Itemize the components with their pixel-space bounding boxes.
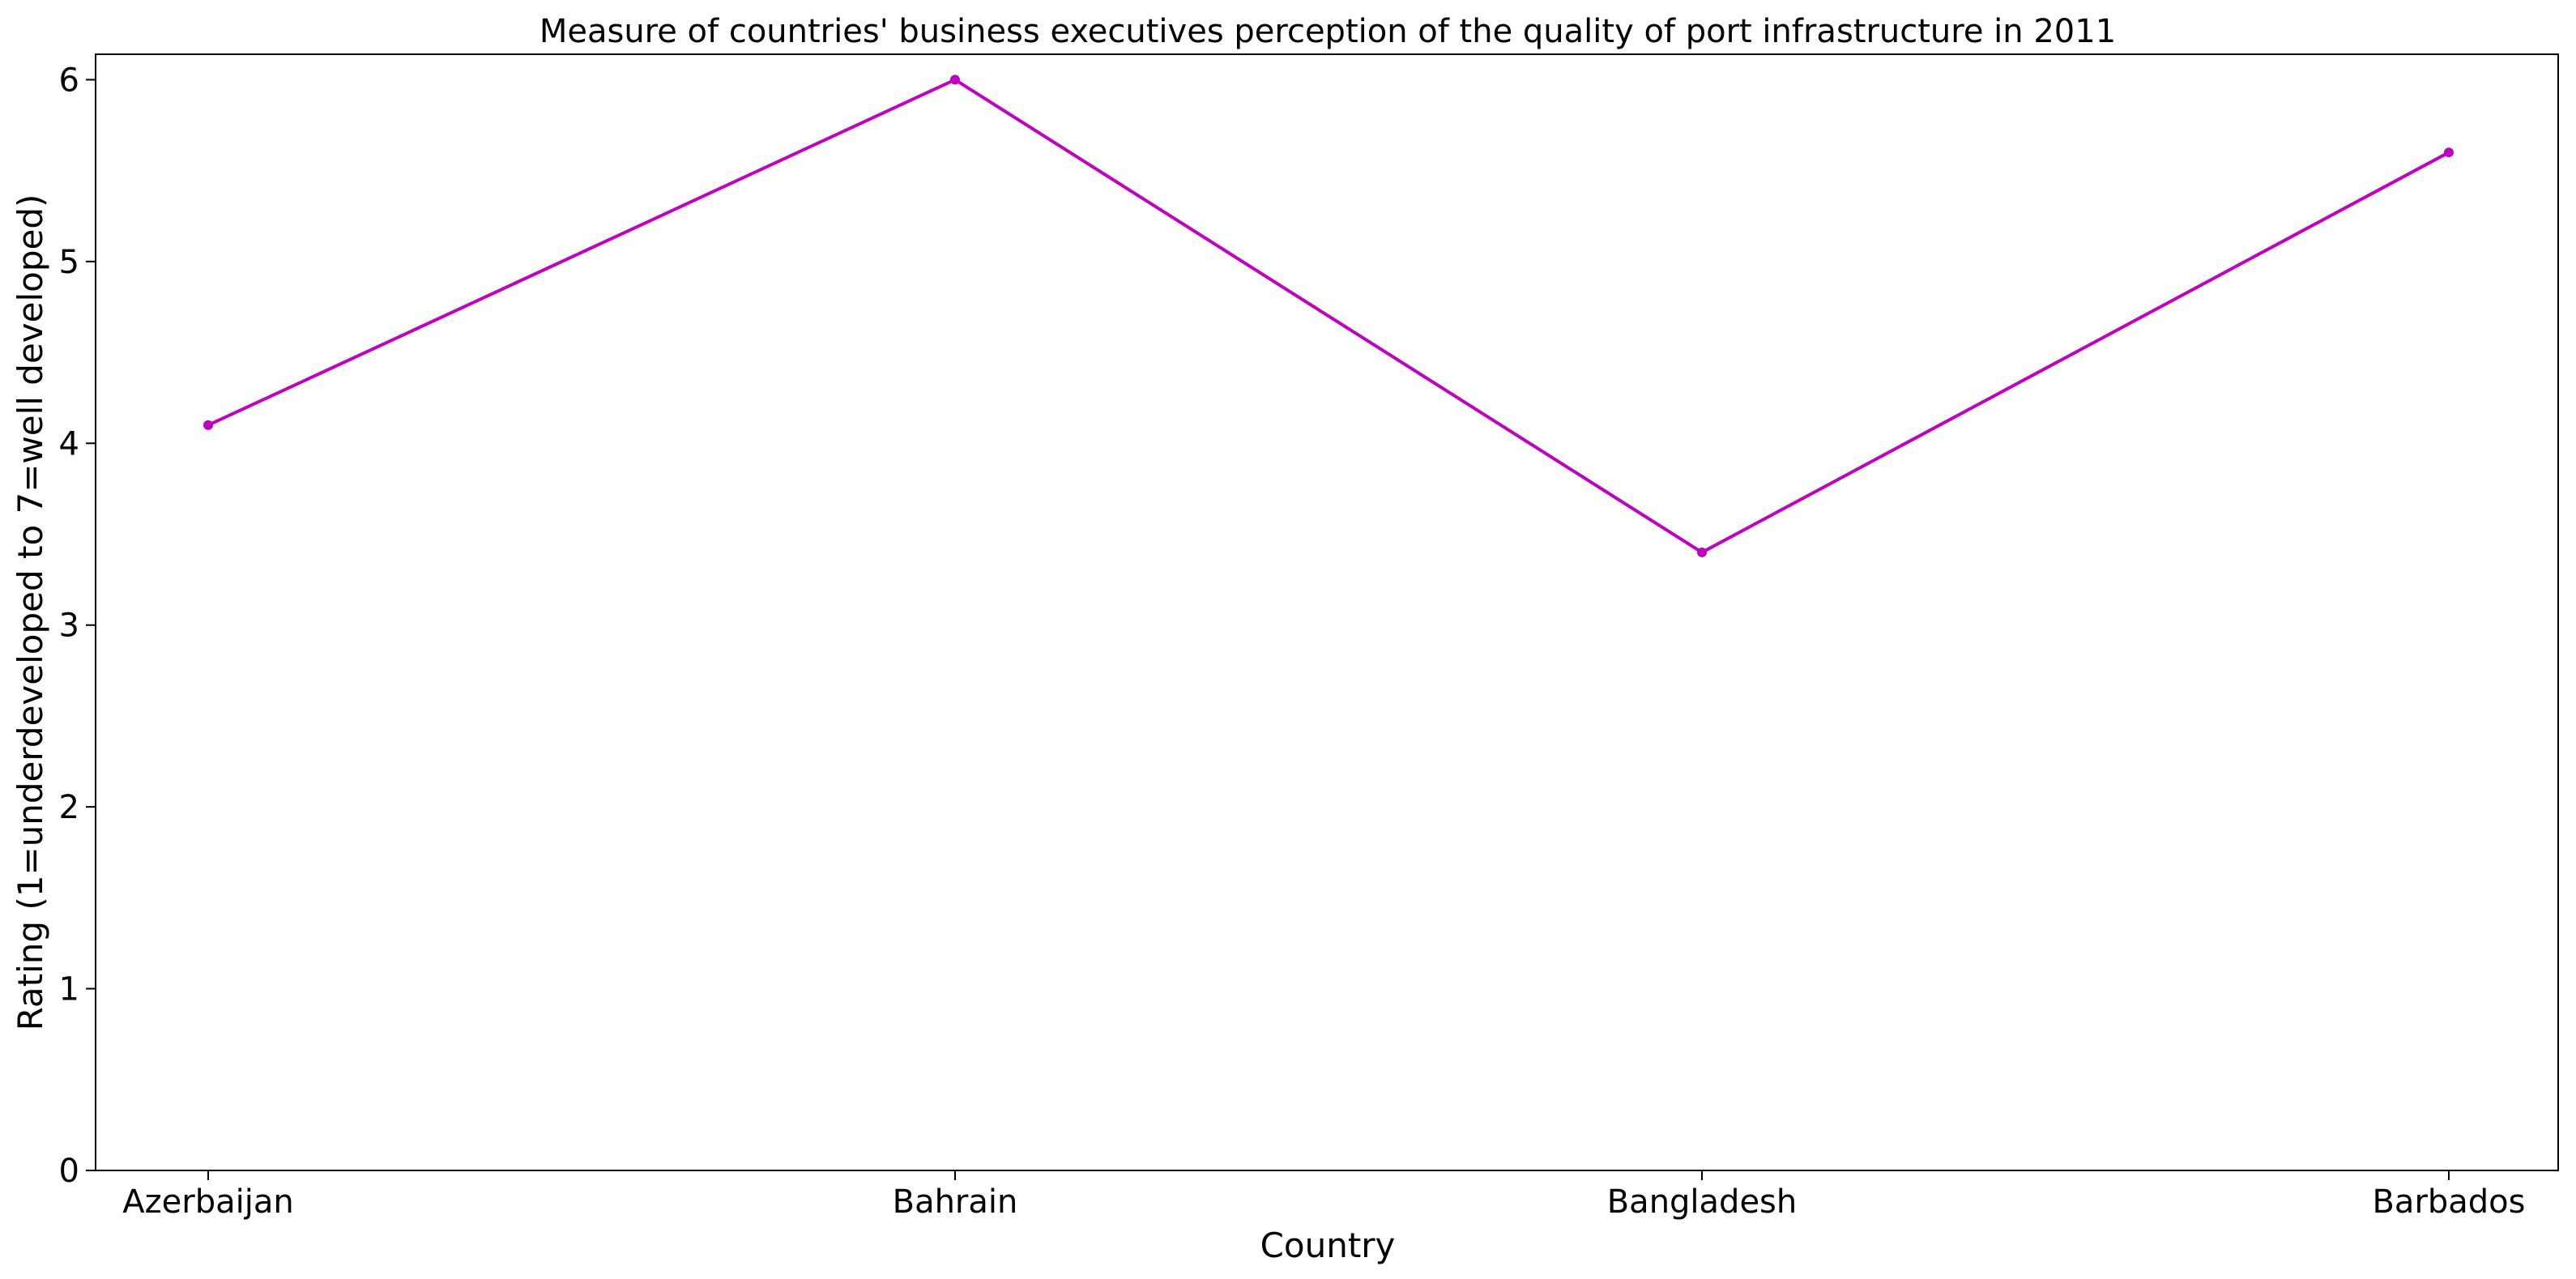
x-tick-label: Barbados: [2372, 1183, 2525, 1221]
x-axis-ticks: Azerbaijan Bahrain Bangladesh Barbados: [122, 1170, 2526, 1221]
chart-title: Measure of countries' business executive…: [540, 13, 2116, 50]
y-tick-label: 0: [59, 1153, 79, 1190]
x-tick-label: Bangladesh: [1607, 1183, 1798, 1221]
y-tick-label: 1: [59, 971, 79, 1008]
y-tick-label: 5: [59, 244, 79, 281]
data-point: [950, 75, 960, 85]
data-point: [203, 420, 213, 430]
x-axis-label: Country: [1260, 1226, 1396, 1265]
series-layer: [203, 75, 2454, 557]
y-tick-label: 4: [59, 425, 79, 463]
y-tick-label: 6: [59, 62, 79, 99]
x-tick-label: Bahrain: [893, 1183, 1018, 1221]
data-point: [2444, 147, 2454, 158]
data-point: [1697, 547, 1707, 557]
y-tick-label: 2: [59, 789, 79, 826]
y-tick-label: 3: [59, 608, 79, 645]
y-axis-ticks: 0 1 2 3 4 5 6: [59, 62, 96, 1190]
plot-area-frame: [95, 53, 2559, 1171]
series-line: [207, 78, 2450, 554]
y-axis-label: Rating (1=underdeveloped to 7=well devel…: [11, 194, 50, 1031]
x-tick-label: Azerbaijan: [122, 1183, 293, 1221]
